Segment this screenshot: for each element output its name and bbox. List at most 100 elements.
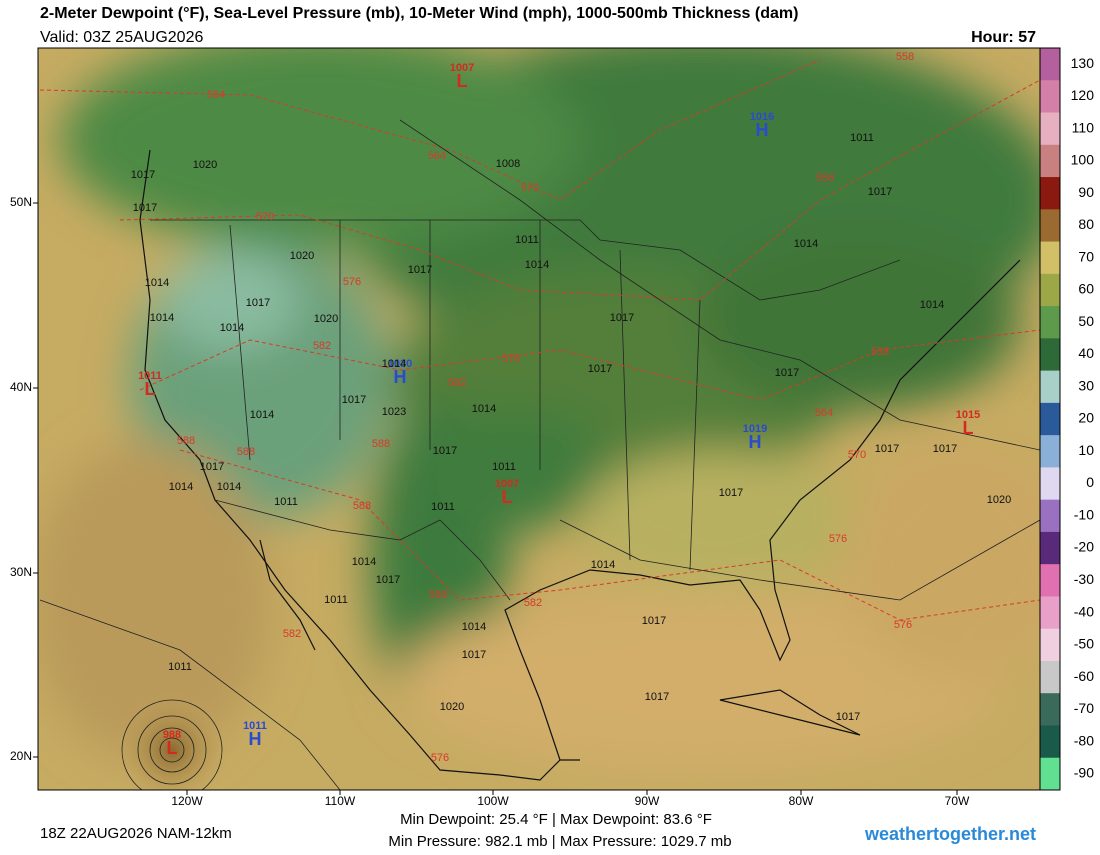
thickness-label: 570 [521, 182, 539, 194]
pressure-value: 1007 [495, 478, 519, 490]
isobar-label: 1014 [462, 621, 486, 633]
colorbar-label: -90 [1074, 765, 1094, 781]
colorbar-label: -10 [1074, 506, 1094, 522]
thickness-label: 582 [448, 377, 466, 389]
isobar-label: 1017 [775, 367, 799, 379]
hurricane-shading [112, 690, 232, 790]
colorbar-label: 20 [1078, 410, 1094, 426]
isobar-label: 1011 [515, 234, 539, 246]
colorbar-swatch [1040, 693, 1060, 726]
isobar-label: 1014 [794, 238, 818, 250]
colorbar-label: 30 [1078, 377, 1094, 393]
pressure-center: H [249, 729, 262, 749]
isobar-label: 1020 [290, 250, 314, 262]
thickness-label: 576 [829, 533, 847, 545]
colorbar-swatch [1040, 467, 1060, 501]
valid-time: Valid: 03Z 25AUG2026 [40, 29, 203, 46]
thickness-label: 576 [894, 619, 912, 631]
isobar-label: 1017 [642, 615, 666, 627]
isobar-label: 1011 [274, 496, 298, 508]
colorbar-frame [1039, 47, 1061, 791]
thickness-label: 570 [256, 211, 274, 223]
colorbar-label: 100 [1071, 152, 1095, 168]
isobar-label: 1017 [462, 649, 486, 661]
thickness-label: 588 [429, 589, 447, 601]
coastlines [139, 149, 1021, 781]
colorbar-label: 120 [1071, 87, 1095, 103]
longitude-label: 70W [945, 794, 970, 808]
colorbar-swatch [1040, 499, 1060, 533]
colorbar-swatch [1040, 628, 1060, 662]
thickness-label: 564 [428, 150, 446, 162]
isobar-label: 1023 [382, 406, 406, 418]
dewpoint-stats: Min Dewpoint: 25.4 °F | Max Dewpoint: 83… [400, 811, 712, 828]
colorbar-swatch [1040, 725, 1060, 759]
isobar-label: 1011 [492, 461, 516, 473]
colorbar-label: -40 [1074, 603, 1094, 619]
colorbar-label: 60 [1078, 281, 1094, 297]
site-link[interactable]: weathertogether.net [864, 824, 1036, 844]
thickness-label: 576 [502, 353, 520, 365]
title: 2-Meter Dewpoint (°F), Sea-Level Pressur… [40, 5, 798, 22]
colorbar-swatch [1040, 564, 1060, 597]
isobar-label: 1017 [836, 711, 860, 723]
colorbar-swatch [1040, 660, 1060, 694]
pressure-value: 1011 [138, 370, 162, 382]
isobar-label: 1017 [645, 691, 669, 703]
thickness-label: 588 [177, 435, 195, 447]
latitude-label: 40N [10, 380, 32, 394]
isobar-label: 1017 [200, 461, 224, 473]
pressure-value: 1019 [743, 423, 767, 435]
thickness-label: 558 [816, 172, 834, 184]
pressure-center: L [502, 487, 513, 507]
longitude-label: 100W [477, 794, 509, 808]
isobar-label: 1011 [168, 661, 192, 673]
isobar-label: 1014 [591, 559, 615, 571]
colorbar-swatch [1040, 144, 1060, 178]
colorbar-label: 0 [1086, 474, 1094, 490]
isobar-label: 1014 [145, 277, 169, 289]
colorbar-swatch [1040, 757, 1060, 791]
thickness-label: 588 [237, 446, 255, 458]
isobar-label: 1020 [314, 313, 338, 325]
longitude-label: 110W [325, 794, 356, 808]
colorbar-label: 80 [1078, 216, 1094, 232]
colorbar-label: 130 [1071, 55, 1095, 71]
longitude-label: 90W [635, 794, 660, 808]
isobar-label: 1014 [352, 556, 376, 568]
pressure-value: 1016 [750, 111, 774, 123]
thickness-label: 570 [848, 449, 866, 461]
colorbar-label: 50 [1078, 313, 1094, 329]
isobar-label: 1017 [342, 394, 366, 406]
isobar-label: 1011 [431, 501, 455, 513]
colorbar-swatch [1040, 370, 1060, 404]
pressure-center: L [167, 738, 178, 758]
pressure-value: 1030 [388, 358, 412, 370]
isobar-label: 1017 [376, 574, 400, 586]
colorbar-label: -30 [1074, 571, 1094, 587]
latitude-label: 50N [10, 195, 32, 209]
isobars [39, 119, 1040, 790]
thickness-label: 588 [372, 438, 390, 450]
pressure-center: L [963, 418, 974, 438]
isobar-label: 1017 [868, 186, 892, 198]
colorbar-label: 110 [1072, 119, 1095, 135]
colorbar-label: 40 [1078, 345, 1094, 361]
isobar-label: 1020 [193, 159, 217, 171]
isobar-label: 1017 [408, 264, 432, 276]
isobar-label: 1017 [588, 363, 612, 375]
colorbar-label: -80 [1074, 732, 1094, 748]
model-run: 18Z 22AUG2026 NAM-12km [40, 825, 232, 842]
colorbar-label: -50 [1074, 636, 1094, 652]
isobar-label: 1017 [246, 297, 270, 309]
latitude-label: 20N [10, 749, 32, 763]
isobar-label: 1017 [610, 312, 634, 324]
colorbar-label: -60 [1074, 668, 1094, 684]
colorbar-swatch [1040, 48, 1060, 81]
pressure-value: 1015 [956, 409, 980, 421]
pressure-stats: Min Pressure: 982.1 mb | Max Pressure: 1… [388, 833, 731, 850]
thickness-lines [39, 59, 1040, 621]
latitude-label: 30N [10, 565, 32, 579]
dewpoint-shading [38, 48, 1040, 770]
